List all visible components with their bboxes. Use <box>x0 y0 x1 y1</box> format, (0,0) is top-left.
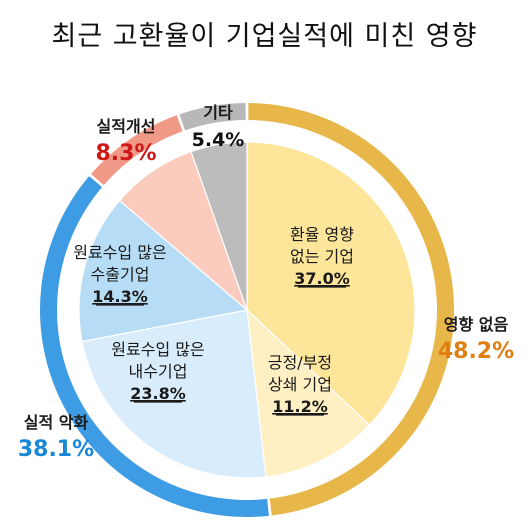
outer-ring <box>39 103 455 518</box>
pie-slice-2 <box>81 309 267 479</box>
outer-value-3: 5.4% <box>192 129 245 151</box>
inner-pie <box>78 141 416 479</box>
outer-segment-3 <box>179 103 246 131</box>
slice-label-1: 긍정/부정 상쇄 기업 <box>268 353 332 394</box>
chart-title: 최근 고환율이 기업실적에 미친 영향 <box>51 21 478 52</box>
pie-slice-1 <box>246 308 371 478</box>
outer-label-3: 기타 <box>203 103 233 122</box>
pie-slice-4 <box>118 150 249 312</box>
outer-value-2: 8.3% <box>95 141 156 166</box>
slice-value-2: 23.8% <box>130 384 186 403</box>
pie-slice-3 <box>78 199 249 343</box>
slice-label-3: 원료수입 많은 수출기업 <box>73 243 166 284</box>
pie-slice-0 <box>246 141 416 426</box>
labels: 환율 영향 없는 기업 37.0% 긍정/부정 상쇄 기업 11.2% 원료수입 많은 내수기… <box>18 103 514 462</box>
outer-segment-2 <box>90 115 183 186</box>
pie-slice-5 <box>190 141 248 311</box>
outer-value-1: 38.1% <box>18 437 94 462</box>
outer-segment-1 <box>39 176 269 518</box>
outer-label-1: 실적 악화 <box>24 413 89 432</box>
slice-value-0: 37.0% <box>294 269 350 288</box>
outer-value-0: 48.2% <box>438 339 514 364</box>
slice-label-2: 원료수입 많은 내수기업 <box>111 340 204 381</box>
slice-value-1: 11.2% <box>272 397 328 416</box>
slice-value-3: 14.3% <box>92 287 148 306</box>
outer-label-2: 실적개선 <box>97 117 156 136</box>
outer-label-0: 영향 없음 <box>444 315 509 334</box>
slice-label-0: 환율 영향 없는 기업 <box>290 225 354 266</box>
